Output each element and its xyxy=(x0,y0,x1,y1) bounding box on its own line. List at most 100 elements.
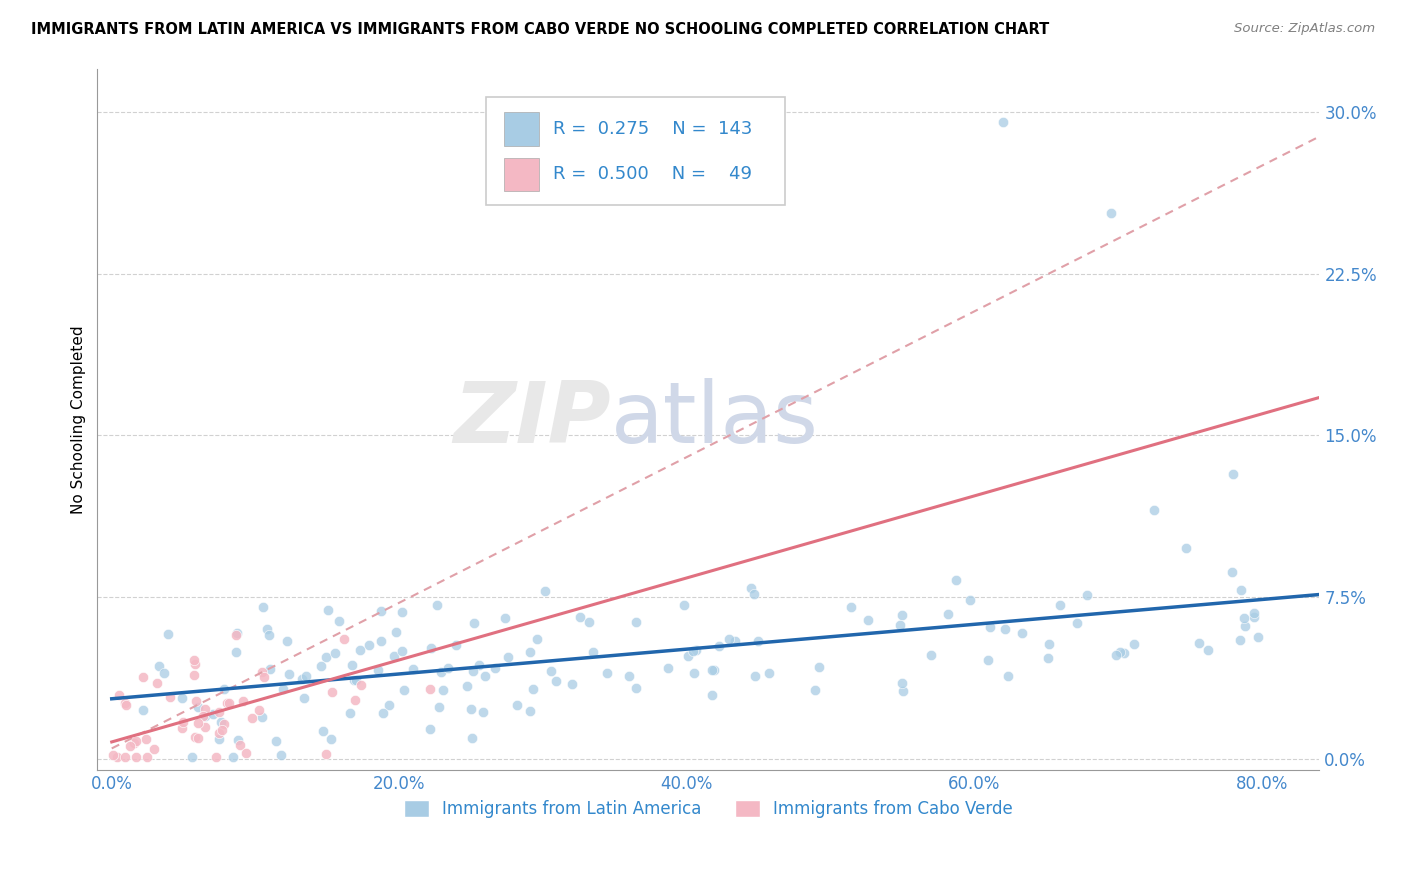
Point xyxy=(232,694,254,708)
Point xyxy=(936,607,959,622)
Text: ZIP: ZIP xyxy=(453,377,610,461)
Point xyxy=(225,645,247,659)
Point xyxy=(546,673,568,688)
Point xyxy=(132,670,155,684)
Point xyxy=(357,638,380,652)
Point xyxy=(839,599,862,614)
Point xyxy=(191,709,214,723)
Point xyxy=(700,688,723,702)
Point xyxy=(724,633,747,648)
Point xyxy=(700,663,723,677)
Point xyxy=(250,665,273,680)
Point xyxy=(321,685,343,699)
Point xyxy=(187,716,209,731)
Point xyxy=(1229,632,1251,647)
Point xyxy=(1247,630,1270,644)
Point xyxy=(419,723,441,737)
Point xyxy=(991,115,1014,129)
FancyBboxPatch shape xyxy=(486,96,786,205)
Point xyxy=(222,749,245,764)
Point xyxy=(740,581,762,595)
Point xyxy=(994,622,1017,636)
Legend: Immigrants from Latin America, Immigrants from Cabo Verde: Immigrants from Latin America, Immigrant… xyxy=(396,793,1019,825)
Text: atlas: atlas xyxy=(610,377,818,461)
Point xyxy=(468,657,491,672)
Point xyxy=(496,649,519,664)
Point xyxy=(125,734,148,748)
Point xyxy=(259,662,281,676)
Point xyxy=(889,617,911,632)
Point xyxy=(208,705,231,719)
Point xyxy=(461,731,484,745)
Point xyxy=(225,628,247,642)
Point xyxy=(522,681,544,696)
Point xyxy=(332,632,354,646)
Point xyxy=(561,677,583,691)
Point xyxy=(1112,646,1135,660)
Point xyxy=(295,669,318,683)
Point xyxy=(170,690,193,705)
Point xyxy=(181,750,204,764)
Point xyxy=(657,661,679,675)
Point xyxy=(212,682,235,697)
Point xyxy=(309,659,332,673)
Text: IMMIGRANTS FROM LATIN AMERICA VS IMMIGRANTS FROM CABO VERDE NO SCHOOLING COMPLET: IMMIGRANTS FROM LATIN AMERICA VS IMMIGRA… xyxy=(31,22,1049,37)
Point xyxy=(226,733,249,747)
Point xyxy=(463,616,485,631)
Point xyxy=(1222,467,1244,482)
Point xyxy=(1099,206,1122,220)
Point xyxy=(201,707,224,722)
Point xyxy=(959,592,981,607)
Point xyxy=(318,603,340,617)
Point xyxy=(430,665,453,679)
Point xyxy=(292,691,315,706)
Point xyxy=(205,750,228,764)
Point xyxy=(1066,616,1088,631)
Point xyxy=(339,706,361,720)
Point xyxy=(382,649,405,664)
Point xyxy=(979,620,1001,634)
Point xyxy=(184,657,207,672)
Point xyxy=(226,626,249,640)
Point xyxy=(1197,642,1219,657)
Point xyxy=(312,723,335,738)
Point xyxy=(377,698,399,712)
Point xyxy=(1175,541,1198,555)
Point xyxy=(187,700,209,714)
Point xyxy=(1229,583,1251,598)
Point xyxy=(1233,610,1256,624)
Point xyxy=(235,746,257,760)
Point xyxy=(1233,619,1256,633)
Point xyxy=(474,669,496,683)
Point xyxy=(183,731,205,745)
Point xyxy=(391,644,413,658)
Point xyxy=(437,661,460,675)
Point xyxy=(135,732,157,747)
Point xyxy=(1036,651,1059,665)
Point xyxy=(758,666,780,681)
Point xyxy=(673,598,696,612)
Point xyxy=(250,709,273,723)
Point xyxy=(218,696,240,710)
Point xyxy=(343,692,366,706)
Point xyxy=(1243,606,1265,620)
Point xyxy=(427,699,450,714)
Point xyxy=(108,688,131,702)
Point xyxy=(804,682,827,697)
Point xyxy=(315,649,337,664)
Point xyxy=(256,622,278,636)
FancyBboxPatch shape xyxy=(505,158,538,191)
Point xyxy=(1220,565,1243,579)
Point xyxy=(519,644,541,658)
Point xyxy=(534,583,557,598)
Point xyxy=(143,741,166,756)
Point xyxy=(135,750,157,764)
Point xyxy=(419,682,441,697)
Point xyxy=(858,613,880,627)
Point xyxy=(682,644,704,658)
Point xyxy=(114,696,136,710)
Point xyxy=(744,586,766,600)
Point xyxy=(385,625,408,640)
Point xyxy=(122,736,145,750)
Point xyxy=(194,702,217,716)
